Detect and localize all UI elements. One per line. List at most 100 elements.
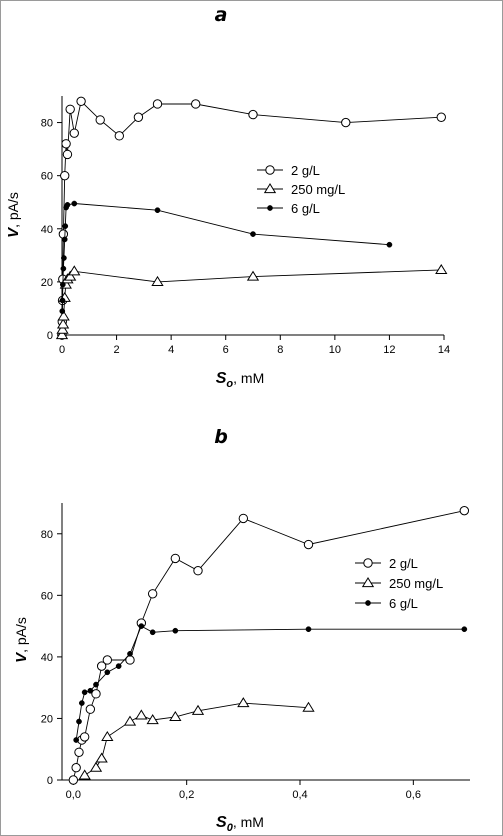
y-tick-label: 40 <box>41 224 53 236</box>
x-tick-label: 0 <box>59 344 65 356</box>
x-tick-label: 8 <box>277 344 283 356</box>
series-line <box>72 510 465 781</box>
data-point <box>78 700 85 706</box>
data-point <box>135 709 148 720</box>
data-point <box>93 681 99 688</box>
data-point <box>248 109 258 120</box>
data-point <box>152 99 163 109</box>
data-point <box>64 270 77 281</box>
data-point <box>62 223 69 229</box>
data-point <box>57 310 70 321</box>
y-axis-unit: , pA/s <box>13 617 29 653</box>
data-point <box>302 701 315 712</box>
panel-label: b <box>214 426 228 448</box>
data-point <box>85 704 96 714</box>
data-point <box>60 170 70 181</box>
data-point <box>95 115 105 125</box>
data-point <box>436 112 446 122</box>
series-line <box>61 203 390 312</box>
panel-label: a <box>215 4 228 26</box>
data-point <box>115 663 122 669</box>
x-tick-label: 0,4 <box>292 789 307 801</box>
legend-marker <box>365 600 371 606</box>
x-tick-label: 4 <box>168 344 174 356</box>
data-point <box>104 669 111 676</box>
data-point <box>61 139 71 149</box>
data-point <box>89 761 103 772</box>
chart-panel-a: a 0 20 40 60 80 0 2 4 6 8 10 12 14 V, pA/s So, mM 2 g/L 2… <box>5 4 450 390</box>
data-point <box>59 308 66 314</box>
data-point <box>56 323 69 334</box>
data-point <box>71 200 78 207</box>
data-point <box>303 539 314 550</box>
x-axis-unit: , mM <box>233 370 264 386</box>
series-250-mg-l <box>55 263 448 340</box>
legend-entry: 6 g/L <box>257 201 320 216</box>
y-axis-symbol: V <box>5 226 22 238</box>
x-axis-symbol: S <box>216 370 227 387</box>
legend-label: 250 mg/L <box>291 182 345 197</box>
data-point <box>341 117 351 128</box>
data-point <box>61 255 67 261</box>
y-tick-label: 60 <box>41 171 53 183</box>
data-point <box>79 732 90 742</box>
data-point <box>154 207 161 214</box>
data-point <box>60 265 67 272</box>
y-tick-label: 60 <box>41 590 53 602</box>
data-point <box>76 96 86 107</box>
series-6-g-l <box>73 623 468 743</box>
data-point <box>461 626 468 633</box>
legend-marker <box>263 183 277 194</box>
data-point <box>386 241 393 248</box>
legend-marker <box>265 165 275 175</box>
y-tick-label: 40 <box>41 652 53 664</box>
y-tick-label: 20 <box>41 277 53 289</box>
legend-marker <box>363 558 373 568</box>
y-axis-title: V, pA/s <box>5 192 22 238</box>
x-axis-unit: , mM <box>233 814 264 830</box>
legend-label: 6 g/L <box>389 596 418 611</box>
x-tick-label: 12 <box>383 344 395 356</box>
data-point <box>101 730 114 742</box>
data-point <box>91 689 101 699</box>
data-point <box>435 263 448 275</box>
data-point <box>138 623 145 629</box>
data-point <box>59 281 66 288</box>
legend-entry: 250 mg/L <box>257 182 345 197</box>
data-point <box>102 655 113 665</box>
series-6-g-l <box>59 200 393 314</box>
y-tick-label: 20 <box>41 713 53 725</box>
y-axis-symbol: V <box>13 651 30 663</box>
y-tick-label: 0 <box>47 775 53 787</box>
x-axis-symbol: S <box>216 814 227 831</box>
data-point <box>151 275 164 286</box>
data-point <box>191 704 205 715</box>
legend-label: 6 g/L <box>291 201 320 216</box>
data-point <box>459 505 470 516</box>
data-point <box>76 718 82 725</box>
data-point <box>64 202 71 208</box>
data-point <box>95 752 108 763</box>
y-tick-label: 0 <box>47 330 53 342</box>
data-point <box>146 714 159 725</box>
x-tick-label: 10 <box>329 344 341 356</box>
data-point <box>149 629 156 636</box>
x-axis-subscript: o <box>226 378 233 390</box>
legend-entry: 2 g/L <box>355 556 418 571</box>
data-point <box>96 661 107 671</box>
series-2-g-l <box>68 505 470 785</box>
x-tick-label: 0,2 <box>179 789 194 801</box>
data-point <box>238 513 249 524</box>
y-tick-label: 80 <box>41 118 53 130</box>
data-point <box>61 236 68 243</box>
legend-label: 2 g/L <box>291 163 320 178</box>
data-point <box>169 710 182 722</box>
data-point <box>65 104 75 114</box>
x-tick-label: 2 <box>114 344 120 356</box>
legend-marker <box>361 577 375 588</box>
y-tick-label: 80 <box>41 529 53 541</box>
legend-label: 2 g/L <box>389 556 418 571</box>
data-point <box>170 553 181 564</box>
